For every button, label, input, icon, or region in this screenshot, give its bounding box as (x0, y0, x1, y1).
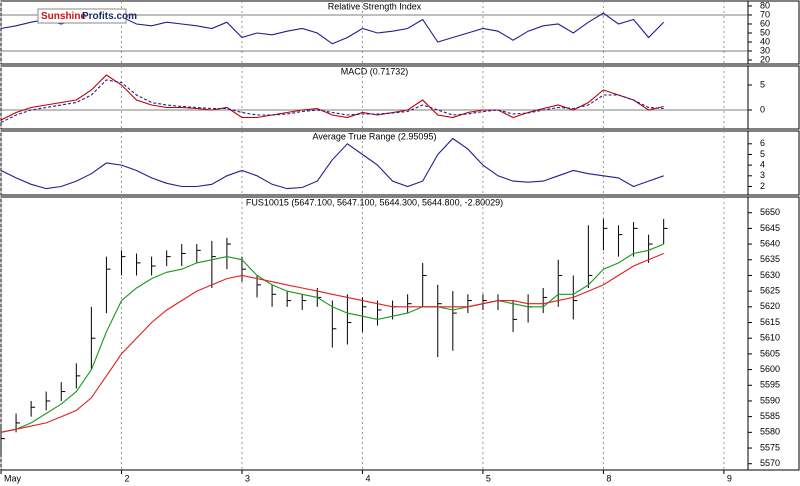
y-tick-label: 5630 (760, 270, 780, 280)
logo-box (37, 8, 127, 24)
y-tick-label: 30 (760, 45, 770, 55)
panel-title: FUS10015 (5647.100, 5647.100, 5644.300, … (246, 197, 503, 207)
y-tick-label: 5 (760, 149, 765, 159)
panel-title: MACD (0.71732) (341, 66, 409, 76)
panel-title: Relative Strength Index (328, 1, 422, 11)
logo-second: Profits.com (82, 11, 137, 22)
y-tick-label: 5595 (760, 380, 780, 390)
x-tick-label: 8 (606, 473, 611, 483)
y-tick-label: 3 (760, 170, 765, 180)
y-tick-label: 5640 (760, 238, 780, 248)
series-line (0, 74, 664, 121)
x-tick-label: May (4, 473, 22, 483)
x-tick-label: 9 (727, 473, 732, 483)
x-tick-label: 5 (486, 473, 491, 483)
logo: Sunshine Profits.com (37, 8, 137, 24)
series-line (0, 252, 664, 433)
panel-title: Average True Range (2.95095) (313, 131, 437, 141)
y-tick-label: 5575 (760, 442, 780, 452)
x-tick-label: 3 (245, 473, 250, 483)
y-tick-label: 5610 (760, 333, 780, 343)
y-tick-label: 2 (760, 181, 765, 191)
series-line (0, 137, 664, 190)
y-tick-label: 4 (760, 160, 765, 170)
y-tick-label: 50 (760, 27, 770, 37)
y-tick-label: 5600 (760, 364, 780, 374)
y-tick-label: 0 (760, 104, 765, 114)
y-tick-label: 20 (760, 54, 770, 64)
y-tick-label: 5580 (760, 427, 780, 437)
y-tick-label: 6 (760, 138, 765, 148)
y-tick-label: 5620 (760, 301, 780, 311)
y-tick-label: 5635 (760, 254, 780, 264)
y-tick-label: 5625 (760, 286, 780, 296)
series-line (0, 79, 664, 123)
y-tick-label: 5590 (760, 395, 780, 405)
logo-first: Sunshine (41, 11, 86, 22)
y-tick-label: 5605 (760, 348, 780, 358)
x-tick-label: 2 (124, 473, 129, 483)
y-tick-label: 5645 (760, 223, 780, 233)
y-tick-label: 5650 (760, 207, 780, 217)
y-tick-label: 70 (760, 9, 770, 19)
y-tick-label: 5 (760, 79, 765, 89)
x-tick-label: 4 (365, 473, 370, 483)
panel-frame (0, 196, 800, 471)
y-tick-label: 5570 (760, 458, 780, 468)
series-line (0, 243, 664, 433)
y-tick-label: 80 (760, 0, 770, 10)
y-tick-label: 60 (760, 18, 770, 28)
y-tick-label: 40 (760, 36, 770, 46)
y-tick-label: 5615 (760, 317, 780, 327)
y-tick-label: 5585 (760, 411, 780, 421)
